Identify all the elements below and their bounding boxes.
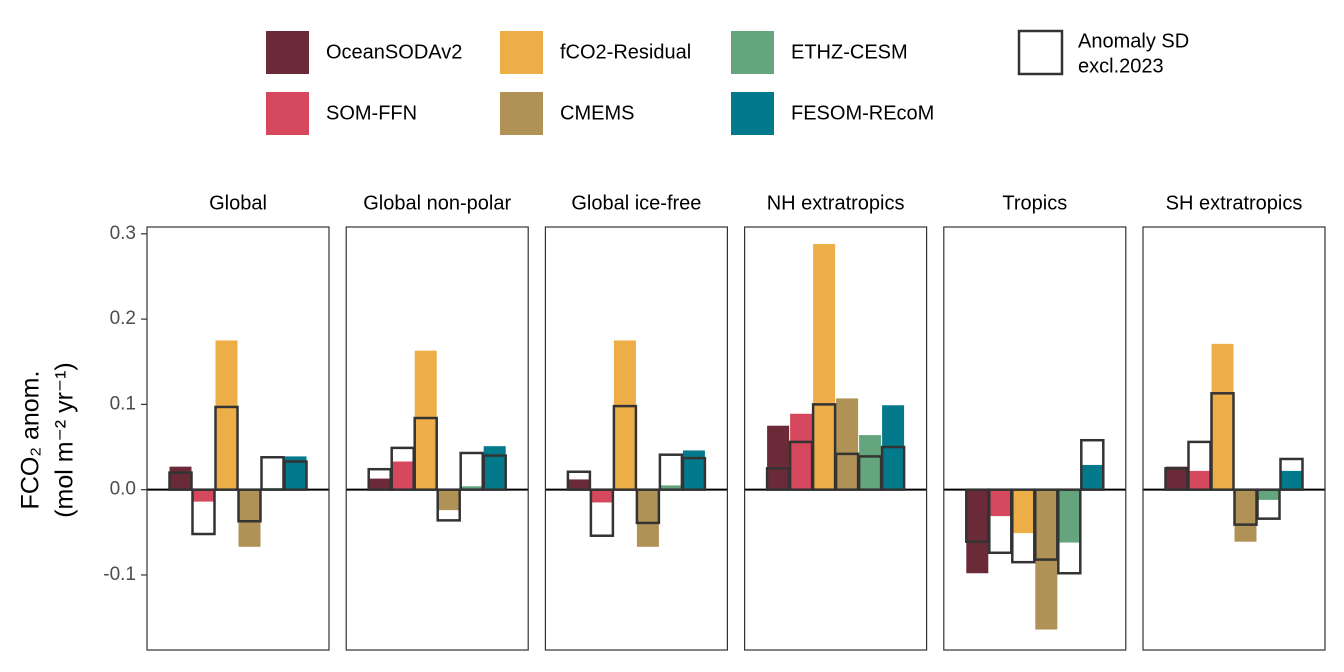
bar (483, 446, 506, 490)
y-tick-label: 0.3 (110, 223, 136, 244)
bar (767, 425, 790, 490)
bar (636, 489, 659, 547)
bar (1012, 489, 1035, 534)
sd-box (168, 471, 193, 491)
sd-box (1080, 438, 1105, 491)
y-axis-title: FCO₂ anom. (17, 371, 45, 510)
bar (215, 340, 238, 490)
sd-box (681, 456, 707, 491)
legend-key (500, 31, 543, 74)
y-tick-label: 0.0 (110, 479, 136, 500)
facet-title: NH extratropics (767, 192, 905, 214)
facet-title: Tropics (1002, 192, 1067, 214)
bar (1211, 343, 1234, 490)
bar (659, 485, 682, 490)
sd-box (658, 453, 684, 491)
legend-key (731, 31, 774, 74)
bar (613, 340, 636, 490)
sd-box (589, 488, 615, 537)
bar (1188, 470, 1211, 490)
legend-key (731, 92, 774, 135)
sd-box (459, 451, 484, 491)
legend-key (500, 92, 543, 135)
y-tick-label: -0.1 (103, 564, 136, 585)
bar (813, 244, 836, 490)
legend-key (266, 92, 309, 135)
legend-label: FESOM-REcoM (791, 102, 934, 124)
legend-label: fCO2-Residual (560, 41, 691, 63)
sd-box (482, 454, 507, 491)
sd-box (612, 404, 638, 491)
bar (169, 466, 192, 490)
legend-label: excl.2023 (1078, 55, 1164, 77)
bar (966, 489, 989, 574)
bar (391, 461, 414, 490)
legend-label: OceanSODAv2 (326, 41, 462, 63)
sd-box (436, 488, 461, 522)
sd-box (635, 488, 661, 525)
bar (437, 489, 460, 511)
legend-sd-key (1017, 29, 1064, 76)
bar (284, 456, 307, 490)
sd-box (811, 403, 837, 491)
bar (460, 486, 483, 490)
sd-box (880, 445, 906, 491)
legend-label: CMEMS (560, 102, 634, 124)
bar (590, 489, 613, 503)
panel-border (943, 226, 1127, 651)
sd-box (1210, 392, 1235, 491)
legend-label: Anomaly SD (1078, 30, 1189, 52)
y-tick-label: 0.1 (110, 393, 136, 414)
sd-box (260, 456, 285, 491)
bar (859, 435, 882, 490)
bar (836, 398, 859, 490)
legend-label: ETHZ-CESM (791, 41, 908, 63)
bar (790, 413, 813, 490)
bar (989, 489, 1012, 517)
bar (1081, 464, 1104, 490)
sd-box (1256, 488, 1281, 520)
bar (192, 489, 215, 502)
panel-border (146, 226, 330, 651)
bar (238, 489, 261, 547)
facet-title: Global (209, 192, 267, 214)
sd-box (413, 416, 438, 491)
sd-box (191, 488, 216, 536)
y-tick-label: 0.2 (110, 308, 136, 329)
panel-border (1142, 226, 1326, 651)
sd-box (566, 470, 592, 491)
y-axis-title: (mol m⁻² yr⁻¹) (51, 362, 79, 518)
sd-box (214, 405, 239, 491)
facet-title: Global non-polar (363, 192, 511, 214)
sd-box (1279, 457, 1304, 491)
facet-title: Global ice-free (571, 192, 701, 214)
sd-box (283, 460, 308, 491)
bar (414, 350, 437, 490)
bar (1058, 489, 1081, 543)
bar (1234, 489, 1257, 542)
sd-box (237, 488, 262, 523)
bar (1165, 466, 1188, 490)
bar (567, 479, 590, 490)
bar (1257, 489, 1280, 500)
sd-box (1057, 488, 1082, 575)
panel-border (743, 226, 928, 651)
legend-key (266, 31, 309, 74)
panel-border (345, 226, 529, 651)
bar (682, 450, 705, 490)
bar (368, 478, 391, 490)
facet-title: SH extratropics (1166, 192, 1303, 214)
bar (1280, 470, 1303, 490)
panel-border (544, 226, 729, 651)
legend-label: SOM-FFN (326, 102, 417, 124)
